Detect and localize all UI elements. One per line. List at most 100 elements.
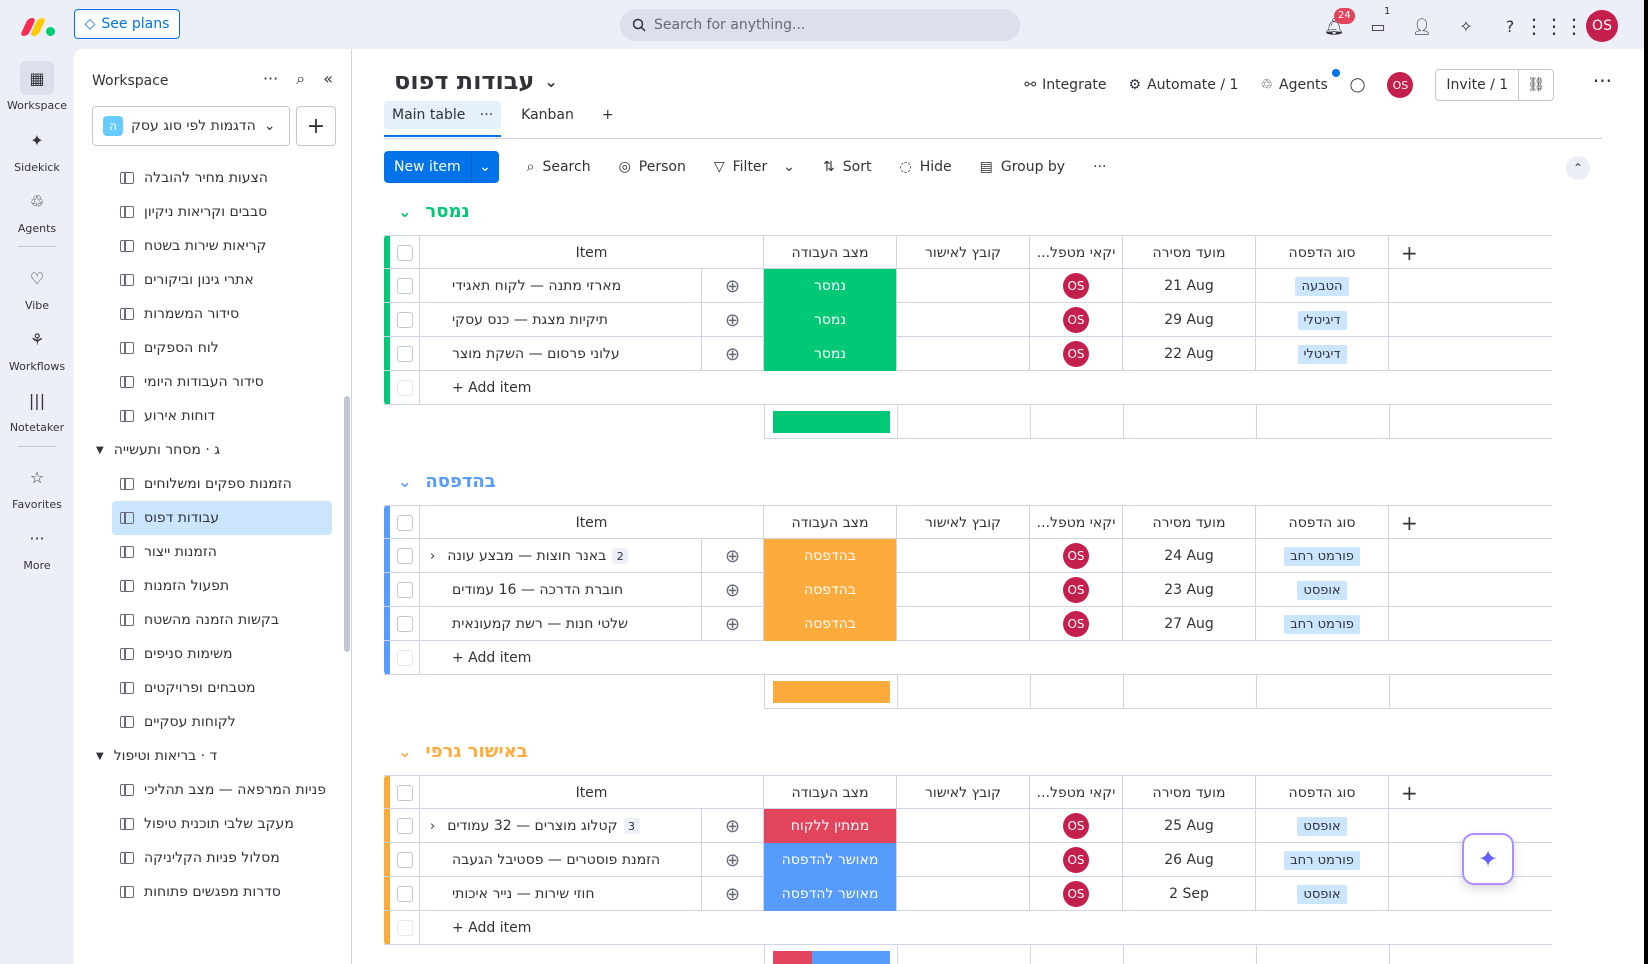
header-cell-cb[interactable]: [390, 236, 420, 270]
notifications-bell-icon[interactable]: 🔔︎ 24: [1322, 8, 1355, 38]
cell-due[interactable]: 23 Aug: [1123, 573, 1256, 607]
toolbar-more-icon[interactable]: ···: [1093, 159, 1107, 175]
cell-file[interactable]: [897, 337, 1030, 371]
sidebar-scrollbar[interactable]: [344, 396, 350, 652]
cell-status[interactable]: נמסר: [764, 303, 897, 337]
copy-link-icon[interactable]: ⛓: [1518, 70, 1553, 100]
sidebar-board-item[interactable]: הזמנות ייצור: [112, 535, 332, 569]
sidebar-board-item[interactable]: קריאות שירות בשטח: [112, 229, 332, 263]
add-item-input[interactable]: + Add item: [452, 650, 532, 666]
help-icon[interactable]: ?: [1505, 16, 1515, 36]
updates-button[interactable]: ◯: [1350, 77, 1366, 93]
cell-file[interactable]: [897, 303, 1030, 337]
new-item-button[interactable]: New item ⌄: [384, 151, 499, 183]
person-avatar[interactable]: OS: [1063, 881, 1089, 907]
rail-sidekick[interactable]: ✦ Sidekick: [0, 123, 74, 175]
agents-button[interactable]: ♲ Agents: [1260, 69, 1340, 93]
hide-button[interactable]: ◌ Hide: [899, 159, 951, 175]
cell-status[interactable]: מאושר להדפסה: [764, 877, 897, 911]
rail-workspace[interactable]: ▦ Workspace: [0, 61, 74, 112]
chevron-down-icon[interactable]: ⌄: [398, 742, 412, 761]
header-cell-cb[interactable]: [390, 506, 420, 540]
print-type-tag[interactable]: אופסט: [1297, 580, 1347, 600]
add-item-input[interactable]: + Add item: [452, 380, 532, 396]
expand-subitems-icon[interactable]: ›: [430, 548, 436, 564]
cell-status[interactable]: בהדפסה: [764, 539, 897, 573]
add-update-icon[interactable]: ⊕: [724, 883, 741, 905]
person-filter-button[interactable]: ◎ Person: [619, 159, 686, 175]
apps-puzzle-icon[interactable]: ✧: [1459, 16, 1473, 36]
sidebar-folder-g[interactable]: ▼ ג · מסחר ותעשייה: [96, 433, 332, 467]
sidebar-board-item[interactable]: דוחות אירוע: [112, 399, 332, 433]
chevron-down-icon[interactable]: ⌄: [398, 472, 412, 491]
sidebar-search-icon[interactable]: ⌕: [296, 69, 306, 88]
cell-item[interactable]: הזמנת פוסטרים — פסטיבל הגעבה: [420, 843, 702, 877]
person-avatar[interactable]: OS: [1063, 307, 1089, 333]
add-item-input[interactable]: + Add item: [452, 920, 532, 936]
cell-item[interactable]: עלוני פרסום — השקת מוצר: [420, 337, 702, 371]
print-type-tag[interactable]: פורמט רחב: [1284, 546, 1360, 566]
sort-button[interactable]: ⇅ Sort: [823, 159, 871, 175]
board-owner-avatar[interactable]: OS: [1387, 72, 1414, 98]
sidebar-folder-d[interactable]: ▼ ד · בריאות וטיפול: [96, 739, 332, 773]
person-avatar[interactable]: OS: [1063, 341, 1089, 367]
person-avatar[interactable]: OS: [1063, 813, 1089, 839]
cell-due[interactable]: 29 Aug: [1123, 303, 1256, 337]
cell-file[interactable]: [897, 573, 1030, 607]
sidebar-board-item[interactable]: פניות המרפאה — מצב תהליכי: [112, 773, 332, 807]
group-title[interactable]: ⌄ נמסר: [398, 201, 470, 222]
add-update-icon[interactable]: ⊕: [724, 545, 741, 567]
header-cell-add[interactable]: +: [1401, 241, 1418, 265]
cell-due[interactable]: 26 Aug: [1123, 843, 1256, 877]
sidebar-board-item[interactable]: מעקב שלבי תוכנית טיפול: [112, 807, 332, 841]
sidebar-board-item[interactable]: סידור המשמרות: [112, 297, 332, 331]
add-to-workspace-button[interactable]: +: [296, 106, 336, 146]
print-type-tag[interactable]: דיגיטלי: [1297, 310, 1347, 330]
sidebar-board-item[interactable]: אתרי גינון וביקורים: [112, 263, 332, 297]
see-plans-button[interactable]: ◇ See plans: [74, 9, 180, 39]
cell-due[interactable]: 22 Aug: [1123, 337, 1256, 371]
row-checkbox[interactable]: [396, 582, 413, 598]
status-summary-bar[interactable]: [773, 681, 890, 703]
header-cell-cb[interactable]: [390, 776, 420, 810]
person-avatar[interactable]: OS: [1063, 577, 1089, 603]
invite-button[interactable]: Invite / 1 ⛓: [1435, 69, 1554, 101]
row-checkbox[interactable]: [396, 616, 413, 632]
sidebar-more-icon[interactable]: ···: [262, 69, 279, 88]
cell-due[interactable]: 24 Aug: [1123, 539, 1256, 573]
cell-status[interactable]: מאושר להדפסה: [764, 843, 897, 877]
cell-file[interactable]: [897, 269, 1030, 303]
group-title[interactable]: ⌄ בהדפסה: [398, 471, 496, 492]
collapse-sidebar-icon[interactable]: «: [323, 69, 333, 88]
sidebar-board-item[interactable]: לוח הספקים: [112, 331, 332, 365]
add-view-button[interactable]: +: [594, 101, 622, 129]
header-cell-add[interactable]: +: [1401, 511, 1418, 535]
cell-due[interactable]: 21 Aug: [1123, 269, 1256, 303]
rail-workflows[interactable]: ⚘ Workflows: [0, 322, 74, 374]
person-avatar[interactable]: OS: [1063, 543, 1089, 569]
search-button[interactable]: ⌕ Search: [527, 159, 591, 175]
cell-status[interactable]: בהדפסה: [764, 573, 897, 607]
expand-subitems-icon[interactable]: ›: [430, 818, 436, 834]
sidebar-board-item[interactable]: סדרות מפגשים פתוחות: [112, 875, 332, 909]
sidebar-board-item[interactable]: מסלול פניות הקליניקה: [112, 841, 332, 875]
cell-status[interactable]: נמסר: [764, 337, 897, 371]
sidebar-board-item[interactable]: לקוחות עסקיים: [112, 705, 332, 739]
cell-status[interactable]: בהדפסה: [764, 607, 897, 641]
cell-item[interactable]: חוזי שירות — נייר איכותי: [420, 877, 702, 911]
select-all-checkbox[interactable]: [396, 245, 413, 261]
sidebar-board-item[interactable]: הצעות מחיר להובלה: [112, 161, 332, 195]
cell-item[interactable]: שלטי חנות — רשת קמעונאית: [420, 607, 702, 641]
add-update-icon[interactable]: ⊕: [724, 815, 741, 837]
monday-logo[interactable]: [19, 14, 56, 36]
sidebar-board-item-active[interactable]: עבודות דפוס: [112, 501, 332, 535]
sidebar-board-item[interactable]: תפעול הזמנות: [112, 569, 332, 603]
rail-vibe[interactable]: ♡ Vibe: [0, 261, 74, 313]
cell-item[interactable]: תיקיות מצגת — כנס עסקי: [420, 303, 702, 337]
board-title[interactable]: עבודות דפוס ⌄: [394, 67, 558, 95]
new-item-dropdown-icon[interactable]: ⌄: [470, 151, 499, 183]
rail-favorites[interactable]: ☆ Favorites: [0, 460, 74, 512]
integrate-button[interactable]: ⚯ Integrate: [1024, 77, 1106, 93]
sidekick-fab-button[interactable]: ✦: [1462, 833, 1514, 885]
row-checkbox[interactable]: [396, 278, 413, 294]
